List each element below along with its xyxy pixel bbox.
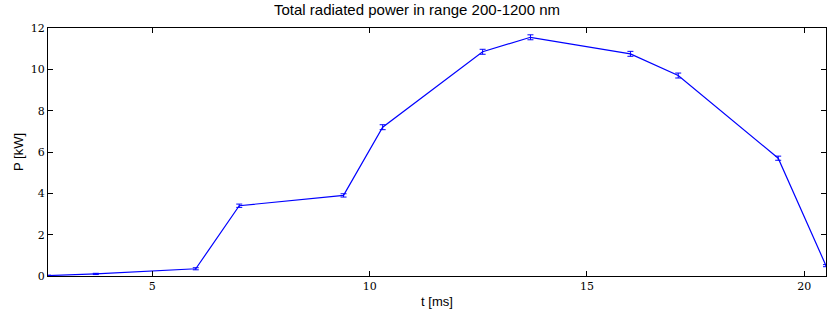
svg-text:2: 2 xyxy=(38,229,45,242)
svg-text:5: 5 xyxy=(149,280,156,293)
svg-text:10: 10 xyxy=(363,280,377,293)
svg-text:12: 12 xyxy=(31,22,45,35)
svg-text:P [kW]: P [kW] xyxy=(11,133,26,171)
svg-text:15: 15 xyxy=(580,280,594,293)
svg-text:20: 20 xyxy=(797,280,811,293)
svg-text:6: 6 xyxy=(38,146,45,159)
svg-text:8: 8 xyxy=(38,105,45,118)
svg-text:Total radiated power in range: Total radiated power in range 200-1200 n… xyxy=(274,1,560,18)
svg-text:t [ms]: t [ms] xyxy=(421,294,453,309)
svg-text:4: 4 xyxy=(38,187,45,200)
svg-text:0: 0 xyxy=(38,270,45,283)
svg-text:10: 10 xyxy=(31,63,45,76)
